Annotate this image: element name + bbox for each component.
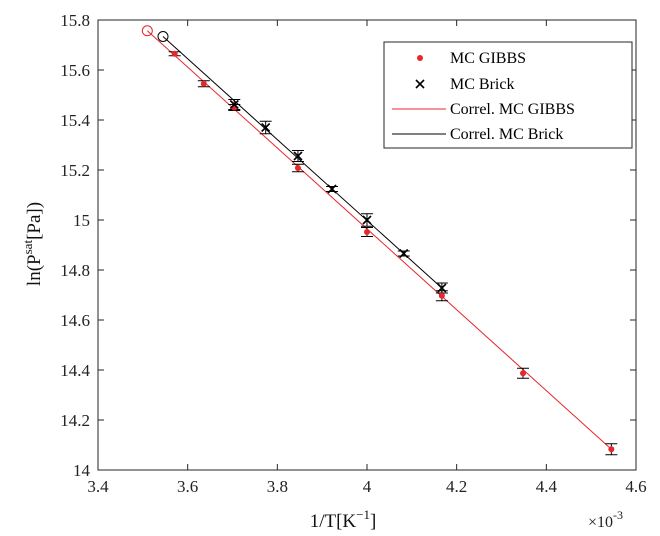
data-point <box>364 229 370 235</box>
y-tick-label: 14.6 <box>60 311 90 330</box>
y-tick-label: 15.2 <box>60 161 90 180</box>
data-point <box>293 151 303 161</box>
data-point <box>261 122 271 133</box>
legend-label: MC GIBBS <box>450 50 526 67</box>
tick-layer: 3.4 3.6 3.8 4 4.2 4.4 4.6 14 14.2 14.4 14.6 14.8 15 1… <box>60 11 646 496</box>
x-axis-exponent: ×10-3 <box>588 508 623 531</box>
data-point <box>327 184 337 194</box>
y-tick-label: 14.8 <box>60 261 90 280</box>
series-layer <box>141 25 618 456</box>
y-tick-label: 15.6 <box>60 61 90 80</box>
legend-box <box>383 41 633 149</box>
data-point <box>294 165 301 171</box>
x-tick-label: 3.4 <box>87 477 109 496</box>
y-tick-label: 14.2 <box>60 411 90 430</box>
x-tick-label: 4.6 <box>625 477 646 496</box>
data-point <box>437 283 447 293</box>
legend-marker <box>415 79 425 89</box>
y-axis-label-sup: sat <box>20 240 35 255</box>
x-tick-label: 3.6 <box>177 477 198 496</box>
x-tick-label: 4.4 <box>536 477 558 496</box>
correlation-line <box>146 30 612 450</box>
legend-label: MC Brick <box>450 76 514 93</box>
x-axis-label-sup: −1 <box>356 507 370 522</box>
x-tick-label: 4.2 <box>446 477 467 496</box>
x-tick-label: 3.8 <box>267 477 288 496</box>
data-point <box>200 80 207 87</box>
correlation-line <box>162 36 443 289</box>
x-axis-exponent-sup: -3 <box>613 508 623 522</box>
x-tick-label: 4 <box>363 477 372 496</box>
y-axis-label: ln(Psat[Pa]) <box>20 202 45 286</box>
open-circle-marker <box>157 31 169 42</box>
legend-marker <box>417 55 423 61</box>
data-point <box>438 292 445 299</box>
y-tick-label: 15.4 <box>60 111 90 130</box>
data-point <box>520 370 527 377</box>
y-axis-label-end: [Pa]) <box>24 202 45 240</box>
x-axis-label-end: ] <box>370 511 376 532</box>
data-point <box>229 99 239 110</box>
data-point <box>362 215 372 225</box>
x-axis-label: 1/T[K−1] <box>310 507 377 532</box>
data-point <box>171 50 178 57</box>
legend-label: Correl. MC Brick <box>450 126 563 143</box>
legend-entries: MC GIBBS MC Brick Correl. MC GIBBS Correl. … <box>392 50 575 143</box>
open-circle-marker <box>141 25 153 37</box>
data-point <box>399 248 409 259</box>
y-tick-label: 15.8 <box>60 11 90 30</box>
legend: MC GIBBS MC Brick Correl. MC GIBBS Correl. … <box>383 41 633 149</box>
y-tick-label: 14.4 <box>60 361 90 380</box>
data-point <box>608 446 615 453</box>
y-tick-label: 14 <box>73 461 91 480</box>
legend-label: Correl. MC GIBBS <box>450 101 575 118</box>
y-tick-label: 15 <box>73 211 90 230</box>
